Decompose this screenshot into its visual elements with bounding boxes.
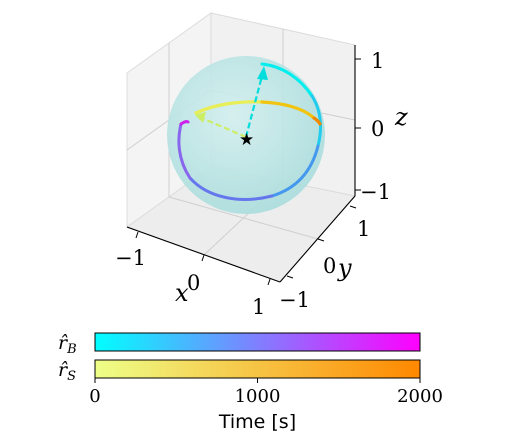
colorbar-s: r̂S	[58, 359, 421, 384]
colorbar-tick-label: 2000	[397, 386, 443, 407]
z-tick-label: 1	[371, 49, 384, 73]
trajectory-b-seg	[179, 120, 190, 126]
tick-marks	[135, 58, 361, 286]
z-axis-label: z	[394, 103, 408, 131]
z-tick-label: −1	[360, 180, 391, 204]
y-tick-label: 0	[323, 254, 336, 278]
x-tick-label: −1	[115, 246, 146, 270]
trajectory-b-seg	[260, 62, 314, 98]
colorbar-ticks	[94, 378, 421, 383]
colorbar-s-bar	[94, 359, 421, 379]
axis-edges	[126, 45, 356, 283]
arrow-b-shaft	[244, 75, 264, 138]
y-tick-label: 1	[357, 217, 370, 241]
x-tick-label: 1	[252, 295, 265, 319]
x-axis-line	[126, 226, 281, 283]
colorbar-tick-label: 0	[89, 386, 100, 407]
colorbar-tick-label: 1000	[235, 386, 281, 407]
trajectory-b-seg	[188, 176, 274, 201]
trajectory-b-seg	[310, 94, 322, 148]
colorbar-axis-title: Time [s]	[218, 411, 296, 433]
vector-arrows	[195, 66, 268, 139]
colorbar-b-label: r̂B	[58, 332, 77, 357]
colorbar-b: r̂B	[58, 332, 421, 357]
arrow-s-head	[195, 112, 206, 123]
arrow-b-head	[257, 66, 268, 80]
y-tick-label: −1	[279, 288, 310, 312]
trajectory-s-seg	[260, 100, 316, 120]
trajectory-b-seg	[177, 122, 192, 180]
origin-star-icon: ★	[239, 130, 254, 150]
colorbar-s-label: r̂S	[58, 359, 76, 384]
x-tick-labels: −1 0 1	[115, 246, 265, 319]
x-axis-label: x	[175, 279, 189, 307]
trajectory-b-seg	[270, 144, 320, 198]
trajectory-s-seg	[312, 116, 322, 126]
y-axis-line	[279, 195, 356, 283]
arrow-s-shaft	[203, 117, 247, 139]
colorbar-b-bar	[94, 332, 421, 352]
y-tick-labels: 1 0 −1	[279, 217, 370, 312]
trajectory-b	[177, 62, 322, 201]
z-tick-labels: 1 0 −1	[360, 49, 391, 204]
z-tick-label: 0	[371, 117, 384, 141]
y-axis-label: y	[337, 254, 352, 282]
x-tick-label: 0	[187, 271, 200, 295]
colorbar-tick-labels: 0 1000 2000	[89, 386, 443, 407]
